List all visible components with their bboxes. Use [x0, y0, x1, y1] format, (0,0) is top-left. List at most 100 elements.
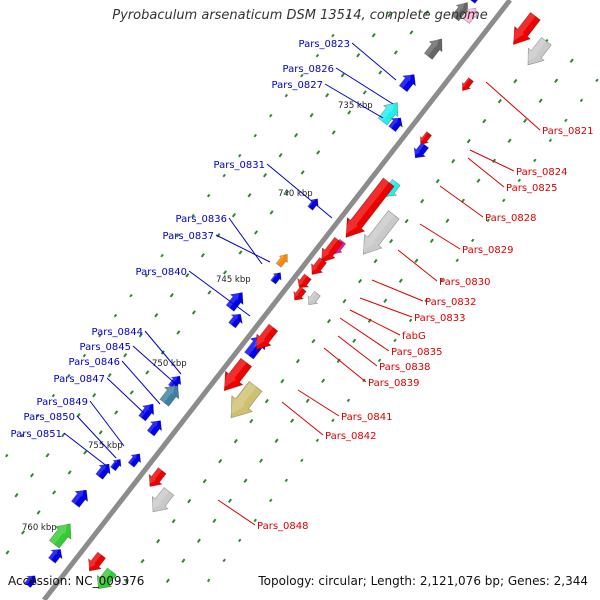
tick-mark: [315, 438, 320, 443]
gene-label-reverse[interactable]: Pars_0825: [506, 183, 557, 194]
gene-label-forward[interactable]: Pars_0844: [92, 327, 143, 338]
gene-label-forward[interactable]: Pars_0840: [136, 267, 187, 278]
gene-arrow[interactable]: [269, 269, 285, 285]
gene-arrow[interactable]: [221, 378, 266, 426]
gene-arrow[interactable]: [46, 518, 78, 551]
gene-arrow[interactable]: [144, 466, 169, 492]
gene-arrow[interactable]: [520, 35, 554, 71]
gene-arrow[interactable]: [450, 0, 473, 23]
scale-label: 745 kbp: [216, 275, 251, 285]
tick-mark: [497, 98, 502, 104]
tick-mark: [200, 253, 205, 258]
tick-mark: [181, 558, 186, 563]
gene-arrow[interactable]: [23, 572, 40, 589]
gene-arrow[interactable]: [83, 550, 108, 576]
leader-line: [188, 270, 251, 317]
gene-arrow[interactable]: [306, 256, 328, 279]
gene-label-forward[interactable]: Pars_0847: [54, 374, 105, 385]
tick-mark: [123, 353, 128, 358]
gene-label-reverse[interactable]: Pars_0848: [257, 521, 308, 532]
tick-mark: [331, 130, 336, 135]
gene-arrow[interactable]: [387, 114, 407, 134]
gene-arrow[interactable]: [337, 175, 397, 244]
tick-mark: [107, 373, 112, 378]
gene-label-reverse[interactable]: fabG: [402, 331, 426, 342]
gene-arrow[interactable]: [91, 566, 119, 594]
tick-mark: [439, 278, 444, 283]
tick-mark: [476, 178, 481, 183]
tick-mark: [290, 418, 295, 423]
gene-arrow[interactable]: [410, 141, 431, 162]
gene-label-forward[interactable]: Pars_0836: [176, 214, 227, 225]
gene-arrow[interactable]: [126, 450, 144, 468]
gene-arrow[interactable]: [224, 288, 249, 314]
tick-mark: [429, 238, 434, 243]
gene-arrow[interactable]: [458, 76, 475, 93]
gene-arrow[interactable]: [505, 10, 543, 51]
gene-label-reverse[interactable]: Pars_0841: [341, 412, 392, 423]
gene-arrow[interactable]: [69, 485, 93, 509]
gene-arrow[interactable]: [94, 460, 115, 481]
gene-label-reverse[interactable]: Pars_0829: [462, 245, 513, 256]
gene-arrow[interactable]: [46, 545, 66, 565]
gene-arrow[interactable]: [354, 208, 402, 261]
gene-label-reverse[interactable]: Pars_0838: [379, 362, 430, 373]
gene-arrow[interactable]: [145, 485, 177, 518]
leader-line: [359, 297, 413, 318]
gene-arrow[interactable]: [216, 356, 255, 398]
tick-mark: [196, 538, 201, 543]
gene-label-forward[interactable]: Pars_0846: [69, 357, 120, 368]
gene-label-forward[interactable]: Pars_0827: [272, 80, 323, 91]
gene-label-forward[interactable]: Pars_0831: [214, 160, 265, 171]
gene-label-forward[interactable]: Pars_0823: [299, 39, 350, 50]
gene-arrow[interactable]: [145, 416, 166, 437]
leader-line: [323, 347, 367, 383]
gene-label-reverse[interactable]: Pars_0828: [485, 213, 536, 224]
gene-label-forward[interactable]: Pars_0849: [37, 397, 88, 408]
leader-line: [89, 400, 125, 447]
gene-arrow[interactable]: [290, 285, 308, 303]
tick-mark: [300, 458, 304, 463]
gene-arrow[interactable]: [376, 97, 405, 127]
tick-mark: [233, 438, 238, 444]
gene-arrow[interactable]: [274, 251, 291, 268]
gene-arrow[interactable]: [397, 70, 421, 94]
gene-label-forward[interactable]: Pars_0850: [24, 412, 75, 423]
gene-arrow[interactable]: [109, 456, 125, 472]
leader-line: [337, 335, 378, 367]
gene-arrow[interactable]: [304, 290, 322, 308]
tick-mark: [113, 313, 118, 318]
leader-line: [63, 432, 109, 468]
gene-label-forward[interactable]: Pars_0826: [283, 64, 334, 75]
gene-label-reverse[interactable]: Pars_0830: [439, 277, 490, 288]
gene-arrow[interactable]: [157, 380, 185, 408]
gene-arrow[interactable]: [137, 400, 159, 423]
tick-mark: [36, 510, 41, 515]
gene-label-forward[interactable]: Pars_0851: [11, 429, 62, 440]
tick-mark: [98, 333, 102, 338]
gene-arrow[interactable]: [249, 322, 280, 355]
gene-label-reverse[interactable]: Pars_0839: [368, 378, 419, 389]
tick-mark: [212, 518, 217, 523]
gene-label-forward[interactable]: Pars_0845: [80, 342, 131, 353]
gene-arrow[interactable]: [416, 130, 433, 147]
gene-arrow[interactable]: [227, 310, 247, 330]
tick-mark: [207, 290, 212, 295]
gene-label-reverse[interactable]: Pars_0821: [542, 126, 593, 137]
tick-mark: [144, 273, 149, 278]
tick-mark: [227, 498, 232, 503]
gene-label-reverse[interactable]: Pars_0833: [414, 313, 465, 324]
gene-arrow[interactable]: [422, 34, 448, 61]
gene-label-reverse[interactable]: Pars_0842: [325, 431, 376, 442]
tick-mark: [435, 178, 440, 184]
gene-arrow[interactable]: [294, 272, 314, 292]
tick-mark: [185, 273, 190, 278]
gene-arrow[interactable]: [460, 4, 481, 25]
gene-arrow[interactable]: [466, 0, 494, 5]
gene-label-reverse[interactable]: Pars_0832: [425, 297, 476, 308]
gene-label-forward[interactable]: Pars_0837: [163, 231, 214, 242]
gene-label-reverse[interactable]: Pars_0835: [391, 347, 442, 358]
tick-mark: [262, 173, 268, 178]
gene-label-reverse[interactable]: Pars_0824: [516, 167, 567, 178]
gene-arrow[interactable]: [315, 235, 345, 267]
